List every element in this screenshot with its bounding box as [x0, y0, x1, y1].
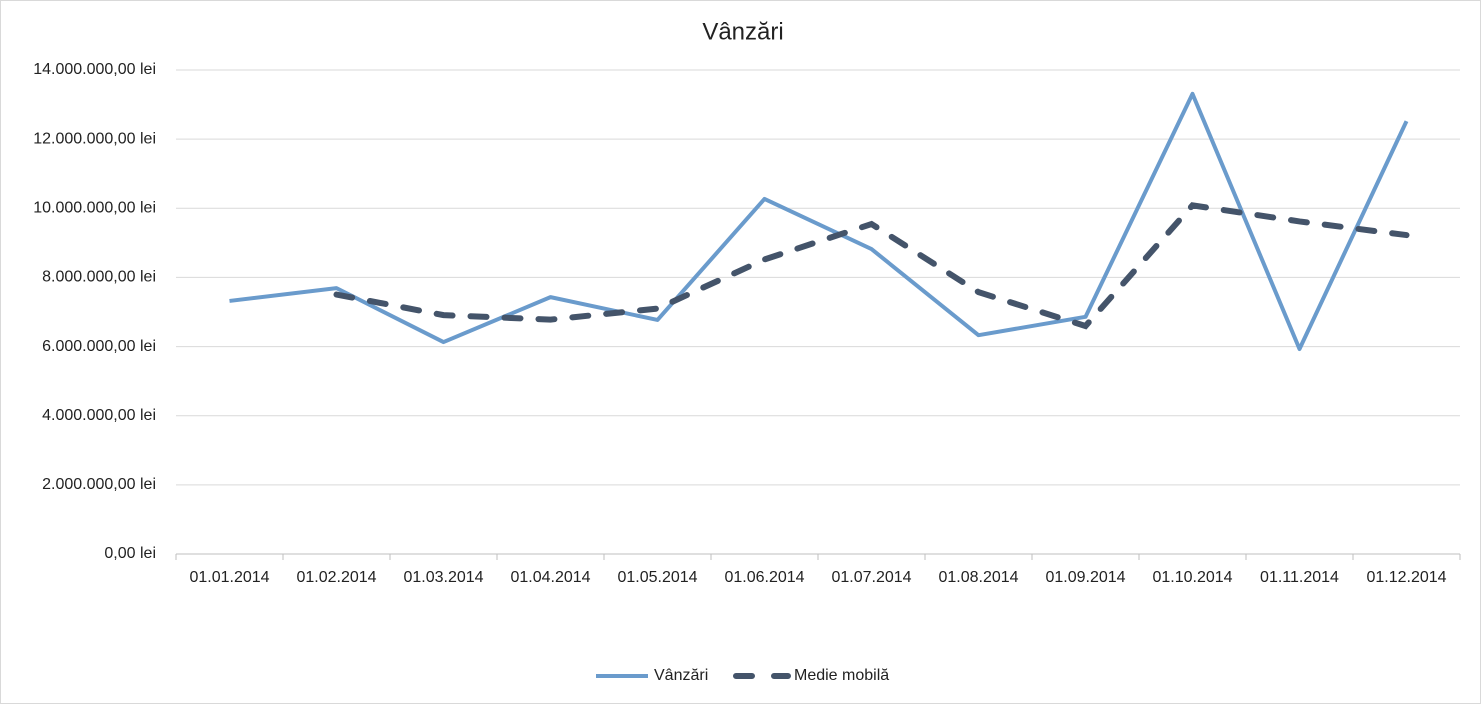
series-line: [333, 202, 1410, 330]
x-tick-label: 01.09.2014: [1045, 569, 1125, 586]
y-tick-label: 2.000.000,00 lei: [42, 476, 156, 493]
y-tick-label: 0,00 lei: [104, 545, 156, 562]
y-tick-label: 10.000.000,00 lei: [33, 200, 156, 217]
legend-label: Vânzări: [654, 667, 708, 684]
x-tick-label: 01.10.2014: [1152, 569, 1232, 586]
legend-label: Medie mobilă: [794, 667, 889, 684]
y-tick-label: 4.000.000,00 lei: [42, 407, 156, 424]
x-tick-label: 01.01.2014: [189, 569, 269, 586]
x-tick-label: 01.04.2014: [510, 569, 590, 586]
x-tick-label: 01.05.2014: [617, 569, 697, 586]
x-tick-label: 01.02.2014: [296, 569, 376, 586]
x-tick-label: 01.07.2014: [831, 569, 911, 586]
y-tick-label: 14.000.000,00 lei: [33, 61, 156, 78]
x-tick-label: 01.06.2014: [724, 569, 804, 586]
y-tick-label: 12.000.000,00 lei: [33, 130, 156, 147]
y-tick-label: 8.000.000,00 lei: [42, 269, 156, 286]
x-tick-label: 01.08.2014: [938, 569, 1018, 586]
x-tick-label: 01.03.2014: [403, 569, 483, 586]
y-tick-label: 6.000.000,00 lei: [42, 338, 156, 355]
x-tick-label: 01.11.2014: [1260, 569, 1339, 586]
series-line: [229, 91, 1409, 351]
x-tick-label: 01.12.2014: [1366, 569, 1446, 586]
chart-title: Vânzări: [702, 18, 783, 45]
